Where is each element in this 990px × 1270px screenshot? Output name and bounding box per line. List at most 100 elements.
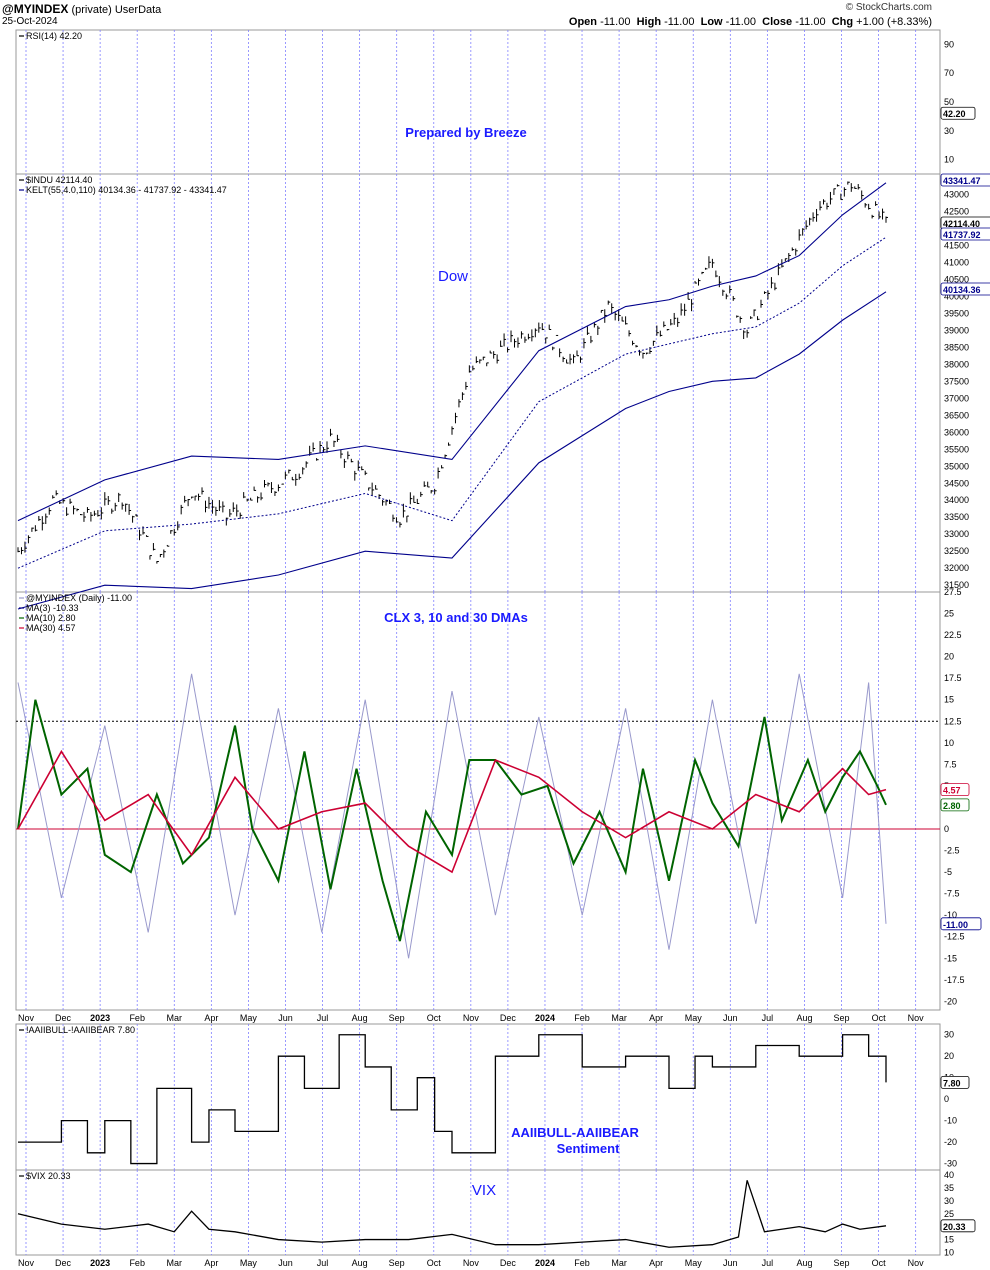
- clx-last-label: 2.80: [940, 798, 970, 812]
- rsi-last-label: 42.20: [940, 106, 976, 120]
- vix-last-label: 20.33: [940, 1219, 976, 1233]
- month-tick-label: Aug: [352, 1258, 368, 1268]
- legend-entry: KELT(55,4.0,110) 40134.36 - 41737.92 - 4…: [26, 185, 227, 195]
- annotation-clx: CLX 3, 10 and 30 DMAs: [384, 610, 528, 625]
- vix-tick-label: 30: [944, 1196, 954, 1206]
- month-tick-label: Apr: [204, 1258, 218, 1268]
- month-tick-label: Aug: [796, 1013, 812, 1023]
- vix-last-label-text: 20.33: [943, 1222, 966, 1232]
- clx-last-label-text: 4.57: [943, 786, 961, 796]
- month-tick-label: Sep: [389, 1258, 405, 1268]
- dow-tick-label: 36000: [944, 427, 969, 437]
- dow-tick-label: 31500: [944, 580, 969, 590]
- clx-tick-label: 15: [944, 695, 954, 705]
- clx-last-label-text: -11.00: [943, 920, 968, 930]
- dow-last-label: 43341.47: [940, 173, 990, 187]
- clx-tick-label: 22.5: [944, 630, 962, 640]
- dow-tick-label: 40500: [944, 274, 969, 284]
- dow-price-bars: [17, 181, 888, 564]
- dow-tick-label: 42500: [944, 206, 969, 216]
- month-tick-label: 2023: [90, 1013, 110, 1023]
- dow-tick-label: 41000: [944, 257, 969, 267]
- month-tick-label: Jul: [317, 1013, 329, 1023]
- clx-tick-label: 0: [944, 824, 949, 834]
- dow-last-label: 40134.36: [940, 282, 990, 296]
- dow-tick-label: 38000: [944, 359, 969, 369]
- close-value: -11.00: [795, 16, 826, 28]
- clx-tick-label: -12.5: [944, 932, 965, 942]
- legend-entry: RSI(14) 42.20: [26, 31, 82, 41]
- dow-last-label: 42114.40: [940, 216, 990, 230]
- high-value: -11.00: [664, 16, 695, 28]
- clx-last-label: -11.00: [940, 917, 982, 931]
- aaii-last-label-text: 7.80: [943, 1078, 961, 1088]
- dow-tick-label: 32000: [944, 563, 969, 573]
- dow-tick-label: 32500: [944, 546, 969, 556]
- month-tick-label: Apr: [649, 1258, 663, 1268]
- chart-header-left: @MYINDEX (private) UserData: [2, 2, 161, 16]
- month-tick-label: Oct: [427, 1258, 442, 1268]
- ma30-line: [17, 749, 887, 874]
- ma3-line: [17, 673, 887, 959]
- low-label: Low: [700, 16, 723, 28]
- month-tick-label: Mar: [611, 1258, 627, 1268]
- month-tick-label: 2024: [535, 1258, 555, 1268]
- dow-last-label-text: 42114.40: [943, 219, 980, 229]
- dow-tick-label: 39000: [944, 325, 969, 335]
- clx-tick-label: 20: [944, 652, 954, 662]
- aaii-last-label: 7.80: [940, 1076, 970, 1089]
- month-tick-label: Sep: [834, 1013, 850, 1023]
- dow-last-label-text: 41737.92: [943, 230, 981, 240]
- aaii-last-label-box: [940, 1076, 970, 1089]
- rsi-tick-label: 90: [944, 39, 954, 49]
- month-tick-label: Jun: [723, 1013, 738, 1023]
- chart-date: 25-Oct-2024: [2, 16, 58, 27]
- month-tick-label: May: [685, 1013, 703, 1023]
- month-tick-label: Mar: [167, 1258, 183, 1268]
- legend-entry: $VIX 20.33: [26, 1171, 71, 1181]
- month-tick-label: Nov: [18, 1258, 35, 1268]
- month-tick-label: Feb: [129, 1258, 145, 1268]
- dow-tick-label: 35000: [944, 461, 969, 471]
- aaii-tick-label: 20: [944, 1051, 954, 1061]
- clx-tick-label: 7.5: [944, 759, 957, 769]
- dow-tick-label: 34500: [944, 478, 969, 488]
- month-tick-label: Dec: [55, 1013, 72, 1023]
- month-tick-label: Feb: [129, 1013, 145, 1023]
- month-tick-label: Mar: [167, 1013, 183, 1023]
- aaii-tick-label: -30: [944, 1159, 957, 1169]
- month-tick-label: 2024: [535, 1013, 555, 1023]
- clx-last-label-box: [940, 783, 970, 797]
- rsi-tick-label: 10: [944, 155, 954, 165]
- vix-tick-label: 25: [944, 1209, 954, 1219]
- legend-entry: MA(3) -10.33: [26, 603, 79, 613]
- month-tick-label: Dec: [500, 1258, 517, 1268]
- open-label: Open: [568, 16, 598, 28]
- month-tick-label: 2023: [90, 1258, 110, 1268]
- high-label: High: [636, 16, 662, 28]
- month-tick-label: Feb: [574, 1013, 590, 1023]
- clx-tick-label: 12.5: [944, 716, 962, 726]
- month-tick-label: Feb: [574, 1258, 590, 1268]
- rsi-tick-label: 30: [944, 126, 954, 136]
- month-tick-label: Sep: [834, 1258, 850, 1268]
- chg-label: Chg: [831, 16, 854, 28]
- dow-tick-label: 33500: [944, 512, 969, 522]
- clx-tick-label: -15: [944, 953, 957, 963]
- panel-frame-aaii: [15, 1023, 941, 1171]
- kelt-middle-line: [17, 236, 887, 569]
- dow-tick-label: 41500: [944, 240, 969, 250]
- annotation-dow: Dow: [438, 268, 468, 285]
- legend-entry: !AAIIBULL-!AAIIBEAR 7.80: [26, 1025, 135, 1035]
- kelt-upper-line: [17, 182, 887, 522]
- clx-tick-label: -17.5: [944, 975, 965, 985]
- chg-value: +1.00 (+8.33%): [856, 16, 932, 28]
- month-tick-label: Aug: [352, 1013, 368, 1023]
- aaii-tick-label: -10: [944, 1116, 957, 1126]
- aaii-tick-label: 0: [944, 1094, 949, 1104]
- panel-frame-rsi: [15, 29, 941, 175]
- clx-last-label: 4.57: [940, 783, 970, 797]
- dow-tick-label: 33000: [944, 529, 969, 539]
- source-label: UserData: [114, 4, 162, 16]
